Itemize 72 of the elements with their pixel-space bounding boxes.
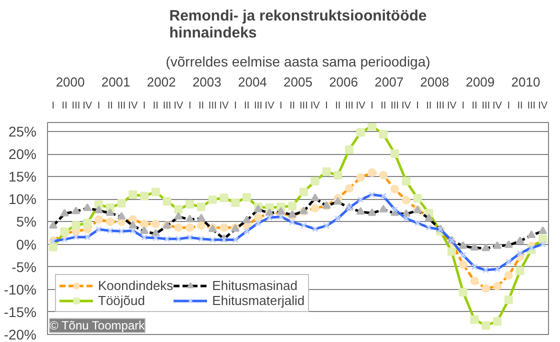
legend-label: Ehitusmaterjalid <box>212 293 305 308</box>
x-tick-label: III <box>390 100 399 112</box>
x2-tick-label: 2004 <box>238 74 267 90</box>
x-tick-label: III <box>254 100 262 112</box>
x-tick-label: II <box>380 100 386 112</box>
x-tick-label: II <box>290 100 296 112</box>
x2-tick-label: 2002 <box>146 74 176 90</box>
x-tick-label: II <box>472 100 478 112</box>
x-tick-label: I <box>97 100 100 112</box>
y-tick-label: 20% <box>8 146 37 162</box>
x2-tick-label: 2009 <box>466 74 495 90</box>
x-tick-label: IV <box>310 100 320 112</box>
x2-tick-label: 2008 <box>420 74 450 90</box>
x-tick-label: IV <box>128 100 138 112</box>
x-tick-label: IV <box>538 100 548 112</box>
x-tick-label: II <box>107 100 113 112</box>
x-tick-label: III <box>482 100 490 112</box>
x2-tick-label: 2005 <box>284 74 312 90</box>
x-tick-label: II <box>426 100 432 112</box>
y-tick-label: 0% <box>16 236 36 252</box>
x-tick-label: IV <box>82 100 92 112</box>
y-tick-label: -20% <box>4 326 37 342</box>
x-tick-label: II <box>62 100 68 112</box>
annotation: © Tõnu Toompark <box>50 318 146 332</box>
chart-title: Remondi- ja rekonstruktsioonitööde hinnaindeks <box>169 8 427 42</box>
x-tick-label: I <box>416 100 419 112</box>
x-tick-label: I <box>280 100 282 112</box>
x-tick-label: II <box>198 100 204 112</box>
x-tick-label: III <box>345 100 354 112</box>
y-tick-label: 15% <box>8 168 37 185</box>
x-tick-label: I <box>234 100 237 112</box>
x-tick-label: I <box>325 100 328 112</box>
x-tick-label: IV <box>492 100 502 112</box>
y-tick-label: 25% <box>8 124 37 140</box>
x-tick-label: IV <box>356 100 366 112</box>
x-tick-label: III <box>72 100 80 112</box>
legend-label: Tööjõud <box>98 293 145 308</box>
x-tick-label: III <box>162 100 172 112</box>
x-tick-label: II <box>335 100 341 112</box>
x-tick-label: III <box>208 100 217 112</box>
x-tick-label: IV <box>446 100 457 112</box>
y-tick-label: 10% <box>8 191 37 208</box>
x-tick-label: III <box>117 100 126 112</box>
x2-tick-label: 2000 <box>56 74 85 90</box>
x-tick-label: IV <box>264 100 275 112</box>
legend-label: Ehitusmasinad <box>212 278 298 293</box>
y-tick-label: 5% <box>16 214 36 230</box>
x-tick-label: I <box>507 100 510 112</box>
x-tick-label: III <box>527 100 536 112</box>
x-tick-label: IV <box>401 100 412 112</box>
x-tick-label: III <box>436 100 445 112</box>
x-tick-label: I <box>188 100 192 112</box>
x2-tick-label: 2010 <box>511 74 540 90</box>
y-tick-label: -15% <box>4 304 37 320</box>
x-tick-label: I <box>142 100 146 112</box>
x2-tick-label: 2003 <box>192 74 222 90</box>
legend-label: Koondindeks <box>98 278 174 293</box>
chart-subtitle: (võrreldes eelmise aasta sama perioodiga) <box>166 54 430 70</box>
x-tick-label: II <box>152 100 158 112</box>
y-tick-label: -5% <box>12 258 37 275</box>
x2-tick-label: 2001 <box>101 74 130 90</box>
x-tick-label: I <box>370 100 374 112</box>
y-tick-label: -10% <box>4 281 37 298</box>
x-tick-label: II <box>244 100 250 112</box>
x-tick-label: I <box>462 100 464 112</box>
x2-tick-label: 2006 <box>329 74 358 90</box>
x2-tick-label: 2007 <box>374 74 404 90</box>
x-tick-label: IV <box>219 100 230 112</box>
x-tick-label: I <box>52 100 55 112</box>
x-tick-label: IV <box>174 100 184 112</box>
x-tick-label: III <box>300 100 308 112</box>
x-tick-label: II <box>517 100 523 112</box>
